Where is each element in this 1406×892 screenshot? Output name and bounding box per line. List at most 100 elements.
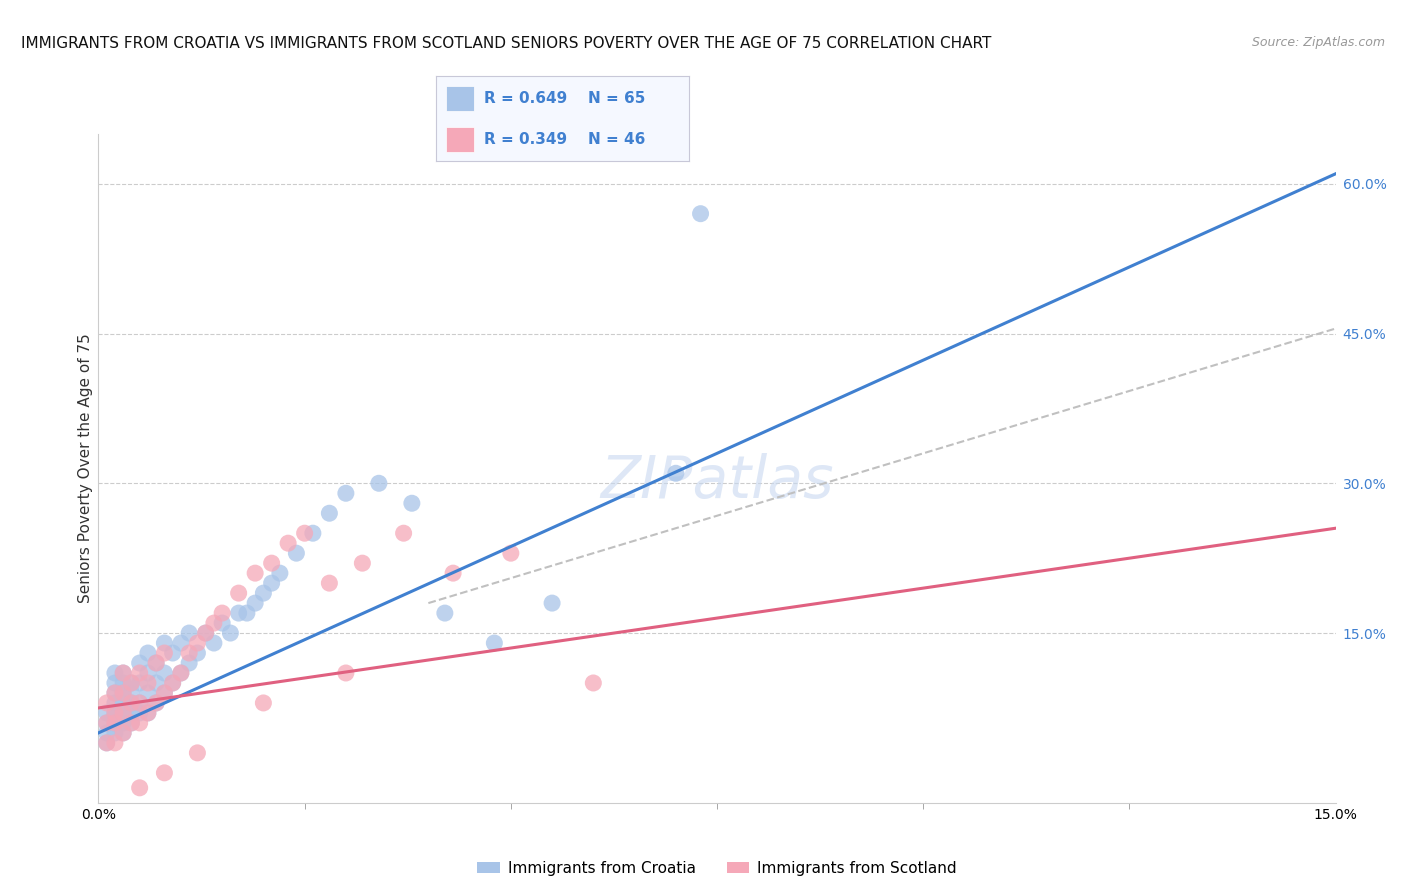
- Point: [401, 496, 423, 510]
- Point: [162, 646, 184, 660]
- Point: [352, 556, 374, 570]
- Point: [104, 696, 127, 710]
- Point: [128, 780, 150, 795]
- Point: [112, 715, 135, 730]
- Point: [541, 596, 564, 610]
- Point: [112, 665, 135, 680]
- Point: [179, 626, 201, 640]
- Point: [104, 686, 127, 700]
- Point: [186, 636, 208, 650]
- Point: [104, 715, 127, 730]
- Point: [153, 646, 176, 660]
- Bar: [446, 86, 474, 112]
- Text: ZIPatlas: ZIPatlas: [600, 453, 834, 510]
- Point: [128, 715, 150, 730]
- Point: [392, 526, 415, 541]
- Point: [120, 676, 142, 690]
- Point: [318, 506, 340, 520]
- Point: [112, 665, 135, 680]
- Point: [277, 536, 299, 550]
- Point: [104, 686, 127, 700]
- Point: [433, 606, 456, 620]
- Point: [243, 596, 266, 610]
- Point: [112, 676, 135, 690]
- Point: [96, 715, 118, 730]
- Point: [104, 726, 127, 740]
- Point: [499, 546, 522, 560]
- Point: [112, 696, 135, 710]
- Point: [120, 686, 142, 700]
- Point: [484, 636, 506, 650]
- Point: [104, 676, 127, 690]
- Point: [120, 715, 142, 730]
- Point: [96, 736, 118, 750]
- Point: [96, 706, 118, 720]
- Point: [136, 706, 159, 720]
- Point: [104, 736, 127, 750]
- Point: [228, 606, 250, 620]
- Point: [112, 686, 135, 700]
- Point: [367, 476, 389, 491]
- Text: R = 0.649: R = 0.649: [484, 91, 567, 106]
- Point: [236, 606, 259, 620]
- Y-axis label: Seniors Poverty Over the Age of 75: Seniors Poverty Over the Age of 75: [77, 334, 93, 603]
- Point: [202, 636, 225, 650]
- Point: [145, 656, 167, 670]
- Text: N = 46: N = 46: [588, 132, 645, 147]
- Point: [112, 726, 135, 740]
- Point: [128, 696, 150, 710]
- Point: [179, 646, 201, 660]
- Point: [128, 665, 150, 680]
- Point: [194, 626, 217, 640]
- Point: [96, 726, 118, 740]
- Text: R = 0.349: R = 0.349: [484, 132, 567, 147]
- Point: [136, 706, 159, 720]
- Point: [153, 765, 176, 780]
- Point: [689, 207, 711, 221]
- Point: [162, 676, 184, 690]
- Point: [136, 686, 159, 700]
- Point: [96, 696, 118, 710]
- Point: [186, 646, 208, 660]
- Point: [269, 566, 291, 581]
- Point: [219, 626, 242, 640]
- Point: [243, 566, 266, 581]
- Legend: Immigrants from Croatia, Immigrants from Scotland: Immigrants from Croatia, Immigrants from…: [471, 855, 963, 882]
- Point: [260, 556, 283, 570]
- Point: [153, 686, 176, 700]
- Point: [112, 706, 135, 720]
- Point: [145, 656, 167, 670]
- Point: [285, 546, 308, 560]
- Point: [104, 665, 127, 680]
- Point: [153, 686, 176, 700]
- Text: N = 65: N = 65: [588, 91, 645, 106]
- Point: [112, 726, 135, 740]
- Point: [202, 616, 225, 631]
- Point: [582, 676, 605, 690]
- Point: [128, 676, 150, 690]
- Text: Source: ZipAtlas.com: Source: ZipAtlas.com: [1251, 36, 1385, 49]
- Point: [145, 676, 167, 690]
- Point: [260, 576, 283, 591]
- Point: [136, 646, 159, 660]
- Point: [228, 586, 250, 600]
- Point: [96, 715, 118, 730]
- Point: [294, 526, 316, 541]
- Text: IMMIGRANTS FROM CROATIA VS IMMIGRANTS FROM SCOTLAND SENIORS POVERTY OVER THE AGE: IMMIGRANTS FROM CROATIA VS IMMIGRANTS FR…: [21, 36, 991, 51]
- Point: [194, 626, 217, 640]
- Point: [162, 676, 184, 690]
- Point: [96, 736, 118, 750]
- Point: [120, 676, 142, 690]
- Point: [252, 586, 274, 600]
- Point: [211, 616, 233, 631]
- Point: [104, 706, 127, 720]
- Point: [170, 636, 193, 650]
- Point: [441, 566, 464, 581]
- Point: [179, 656, 201, 670]
- Point: [128, 656, 150, 670]
- Point: [136, 676, 159, 690]
- Point: [153, 665, 176, 680]
- Point: [170, 665, 193, 680]
- Point: [318, 576, 340, 591]
- Point: [186, 746, 208, 760]
